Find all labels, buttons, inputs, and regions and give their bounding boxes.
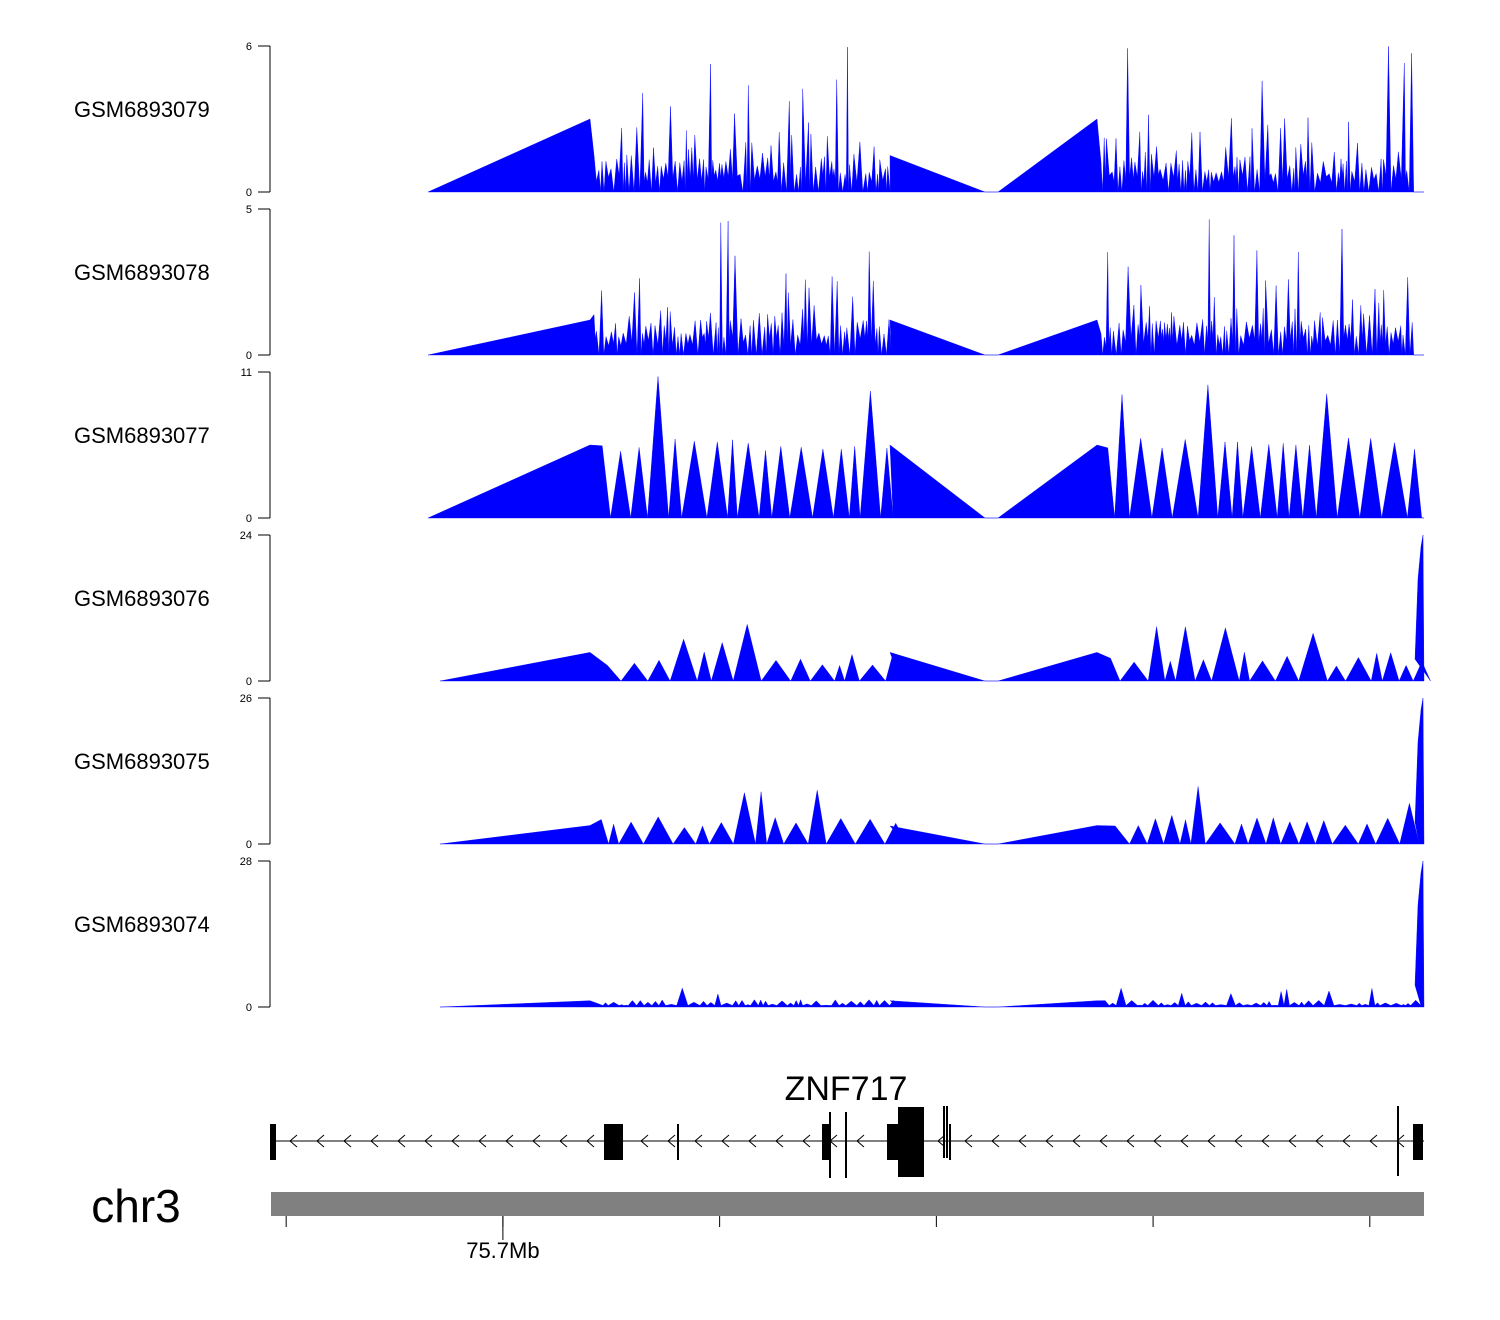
strand-arrow [1288, 1134, 1297, 1148]
strand-arrow [1315, 1134, 1324, 1148]
strand-arrow [1126, 1134, 1135, 1148]
strand-arrow [1342, 1134, 1351, 1148]
strand-arrow [505, 1134, 514, 1148]
gene-exon [270, 1124, 276, 1160]
coverage-area [439, 697, 1425, 845]
track-label: GSM6893078 [74, 260, 210, 285]
gene-exon [822, 1124, 830, 1160]
strand-arrow [289, 1134, 298, 1148]
strand-arrow [1369, 1134, 1378, 1148]
coverage-area [427, 376, 1424, 519]
strand-arrow [451, 1134, 460, 1148]
coverage-track-GSM6893075: GSM6893075 26 0 [74, 693, 1425, 851]
strand-arrow [586, 1134, 595, 1148]
strand-arrow [343, 1134, 352, 1148]
track-label: GSM6893075 [74, 749, 210, 774]
y-axis-max-label: 6 [246, 41, 252, 53]
strand-arrow [1018, 1134, 1027, 1148]
track-label: GSM6893076 [74, 586, 210, 611]
y-axis-min-label: 0 [246, 839, 252, 851]
coverage-area [439, 534, 1431, 682]
coverage-track-GSM6893077: GSM6893077 11 0 [74, 367, 1424, 525]
y-axis-min-label: 0 [246, 350, 252, 362]
strand-arrow [802, 1134, 811, 1148]
track-label: GSM6893074 [74, 912, 210, 937]
coverage-track-GSM6893079: GSM6893079 6 0 [74, 41, 1424, 199]
coverage-track-GSM6893074: GSM6893074 28 0 [74, 856, 1425, 1014]
gene-exon [887, 1124, 899, 1160]
coverage-track-GSM6893076: GSM6893076 24 0 [74, 530, 1431, 688]
strand-arrow [370, 1134, 379, 1148]
coverage-tracks: GSM689307960GSM689307850GSM6893077110GSM… [74, 41, 1431, 1014]
strand-arrow [1261, 1134, 1270, 1148]
gene-exon [1413, 1124, 1423, 1160]
strand-arrow [991, 1134, 1000, 1148]
coverage-area [439, 860, 1425, 1008]
strand-arrow [1234, 1134, 1243, 1148]
y-axis-min-label: 0 [246, 1002, 252, 1014]
coverage-area [427, 46, 1424, 193]
coverage-track-GSM6893078: GSM6893078 5 0 [74, 204, 1424, 362]
y-axis-max-label: 26 [240, 693, 252, 705]
y-axis-min-label: 0 [246, 187, 252, 199]
strand-arrow [424, 1134, 433, 1148]
track-label: GSM6893077 [74, 423, 210, 448]
strand-arrow [478, 1134, 487, 1148]
coverage-area [427, 219, 1424, 356]
strand-arrow [748, 1134, 757, 1148]
x-axis-position-label: 75.7Mb [466, 1238, 539, 1263]
strand-arrow [640, 1134, 649, 1148]
strand-arrow [1153, 1134, 1162, 1148]
gene-exon [898, 1107, 924, 1177]
strand-arrow [532, 1134, 541, 1148]
genome-axis: 75.7Mb [285, 1216, 1371, 1263]
strand-arrow [964, 1134, 973, 1148]
strand-arrow [559, 1134, 568, 1148]
gene-exon [604, 1124, 623, 1160]
strand-arrow [856, 1134, 865, 1148]
chromosome-label: chr3 [91, 1180, 180, 1232]
strand-arrow [721, 1134, 730, 1148]
strand-arrow [937, 1134, 946, 1148]
strand-arrow [775, 1134, 784, 1148]
track-label: GSM6893079 [74, 97, 210, 122]
y-axis-max-label: 24 [240, 530, 252, 542]
chromosome-ideogram: chr3 [91, 1180, 1424, 1232]
gene-name-label: ZNF717 [785, 1070, 908, 1108]
y-axis-min-label: 0 [246, 676, 252, 688]
strand-arrow [1180, 1134, 1189, 1148]
strand-arrow [316, 1134, 325, 1148]
y-axis-max-label: 11 [241, 367, 252, 379]
y-axis-max-label: 28 [240, 856, 252, 868]
gene-model-track: ZNF717 [270, 1070, 1424, 1178]
strand-arrow [667, 1134, 676, 1148]
strand-arrow [1207, 1134, 1216, 1148]
y-axis-min-label: 0 [246, 513, 252, 525]
strand-arrow [1072, 1134, 1081, 1148]
strand-arrow [397, 1134, 406, 1148]
strand-arrow [1099, 1134, 1108, 1148]
chromosome-band [271, 1192, 1424, 1216]
y-axis-max-label: 5 [246, 204, 252, 216]
strand-arrow [694, 1134, 703, 1148]
strand-arrow [1045, 1134, 1054, 1148]
